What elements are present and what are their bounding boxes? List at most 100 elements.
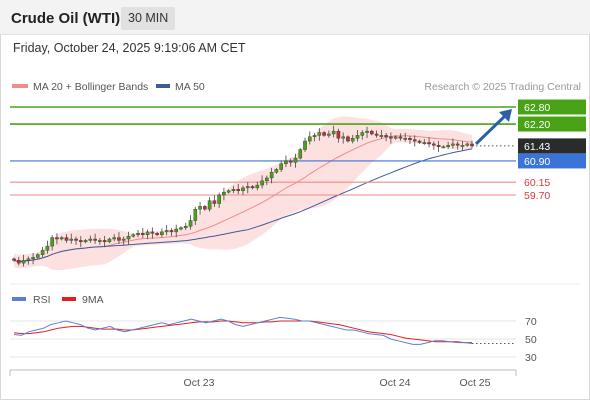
candle-body: [365, 130, 369, 133]
level-label: 60.90: [524, 156, 550, 168]
level-label-bg: [518, 99, 586, 115]
candle-body: [288, 160, 293, 163]
candle-body: [422, 142, 427, 144]
candle-body: [107, 238, 112, 243]
candle-body: [50, 237, 54, 247]
candle-body: [31, 257, 35, 260]
candle-body: [317, 132, 322, 136]
level-label: 62.20: [524, 119, 550, 131]
candle-body: [312, 135, 317, 138]
forecast-arrow-line: [474, 113, 508, 145]
candle-body: [150, 231, 155, 234]
candle-body: [212, 200, 217, 204]
ma9-line: [13, 320, 472, 344]
candle-body: [436, 145, 441, 147]
rsi-legend-swatch: [12, 297, 26, 301]
candle-body: [141, 233, 145, 235]
candle-body: [451, 143, 455, 146]
candle-body: [45, 245, 50, 251]
x-axis: Oct 23 Oct 24 Oct 25: [9, 369, 517, 389]
candle-body: [346, 136, 350, 142]
candle-body: [446, 145, 450, 147]
candle-body: [117, 237, 121, 241]
rsi-tick-label: 50: [525, 334, 537, 346]
candle-body: [155, 233, 159, 235]
candle-body: [403, 138, 408, 140]
candle-body: [121, 238, 126, 241]
candle-body: [83, 240, 88, 243]
chart-date: Friday, October 24, 2025 9:19:06 AM CET: [13, 41, 246, 55]
candle-body: [250, 186, 255, 189]
candle-body: [465, 143, 470, 146]
ma50-line: [13, 148, 473, 263]
candle-body: [384, 135, 388, 138]
candle-body: [203, 206, 207, 210]
candle-body: [341, 136, 345, 139]
rsi-tick-label: 70: [525, 316, 537, 328]
candle-body: [179, 227, 183, 230]
candle-body: [350, 138, 355, 142]
candle-body: [284, 160, 288, 164]
x-tick-label: Oct 23: [184, 377, 215, 389]
candle-body: [417, 140, 422, 143]
forecast-arrow-head: [499, 109, 512, 122]
candle-body: [274, 169, 279, 173]
candle-body: [98, 240, 102, 242]
candle-body: [169, 230, 174, 233]
ma9-legend-label: 9MA: [82, 294, 104, 306]
candle-body: [432, 143, 436, 146]
candle-body: [78, 240, 83, 243]
level-label: 61.43: [524, 141, 550, 153]
candle-body: [231, 189, 236, 191]
candle-body: [193, 208, 198, 221]
candle-body: [412, 139, 417, 142]
bb-legend-swatch: [12, 84, 28, 88]
candle-body: [131, 234, 136, 237]
instrument-title: Crude Oil (WTI): [11, 10, 121, 27]
level-label: 59.70: [524, 190, 550, 202]
candle-body: [93, 238, 97, 241]
level-label-bg: [518, 116, 586, 132]
rsi-tick-label: 30: [525, 352, 537, 364]
candle-body: [298, 149, 303, 159]
candle-body: [408, 138, 412, 140]
candle-body: [460, 145, 465, 147]
level-label: 62.80: [524, 102, 550, 114]
candle-body: [393, 136, 398, 139]
candle-body: [69, 238, 74, 241]
ma50-legend-swatch: [156, 84, 170, 88]
x-tick-label: Oct 25: [460, 377, 491, 389]
candle-body: [145, 231, 150, 235]
candle-body: [293, 157, 298, 163]
candle-body: [59, 237, 64, 240]
candle-body: [164, 230, 169, 233]
candle-body: [55, 237, 59, 240]
chart-header: Crude Oil (WTI) 30 MIN: [0, 0, 590, 35]
candle-body: [136, 233, 140, 235]
candle-body: [307, 136, 312, 142]
candle-body: [88, 238, 93, 241]
candle-body: [427, 142, 431, 145]
rsi-line: [13, 316, 473, 345]
candle-body: [241, 187, 245, 191]
candle-body: [370, 130, 374, 135]
candle-body: [360, 132, 365, 136]
candle-body: [322, 132, 326, 136]
candle-body: [441, 146, 446, 149]
candle-body: [255, 184, 260, 189]
candle-body: [327, 133, 331, 136]
candle-body: [198, 206, 202, 210]
research-credit: Research © 2025 Trading Central: [424, 81, 581, 93]
level-label-bg: [518, 138, 586, 154]
candle-body: [265, 177, 269, 182]
candle-body: [36, 254, 40, 258]
candle-body: [126, 235, 131, 240]
candle-body: [174, 228, 179, 233]
candle-body: [160, 231, 164, 235]
candle-body: [40, 250, 45, 255]
timeframe-badge[interactable]: 30 MIN: [121, 7, 176, 30]
rsi-legend-label: RSI: [33, 294, 51, 306]
ma50-legend-label: MA 50: [175, 81, 205, 93]
candle-body: [389, 136, 393, 139]
